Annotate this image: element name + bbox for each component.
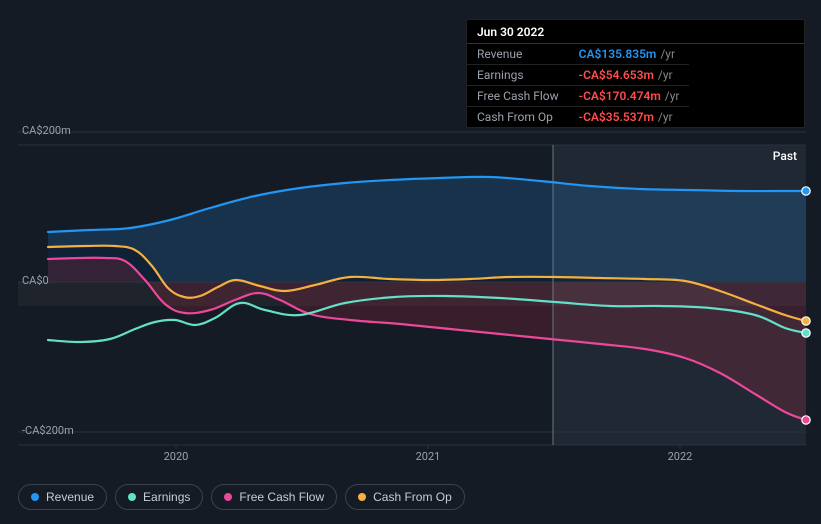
financials-chart: CA$200m CA$0 -CA$200m 2020 2021 2022 Pas… xyxy=(0,0,821,524)
legend-item-label: Cash From Op xyxy=(373,490,452,504)
x-tick-label: 2022 xyxy=(650,450,710,463)
legend-item-label: Free Cash Flow xyxy=(239,490,324,504)
chart-tooltip: Jun 30 2022 Revenue CA$135.835m/yr Earni… xyxy=(466,19,805,128)
series-end-earnings xyxy=(802,329,810,337)
legend-dot-icon xyxy=(31,493,39,501)
legend-item-cfo[interactable]: Cash From Op xyxy=(345,484,465,510)
tooltip-row-unit: /yr xyxy=(661,89,680,103)
tooltip-row-value: -CA$170.474m xyxy=(579,89,661,103)
legend-item-fcf[interactable]: Free Cash Flow xyxy=(211,484,337,510)
legend-dot-icon xyxy=(358,493,366,501)
tooltip-row-unit: /yr xyxy=(654,110,673,124)
tooltip-row-unit: /yr xyxy=(654,68,673,82)
y-tick-label: -CA$200m xyxy=(22,424,74,437)
legend-item-label: Revenue xyxy=(46,490,94,504)
series-end-fcf xyxy=(802,416,810,424)
legend-item-label: Earnings xyxy=(143,490,190,504)
tooltip-row-unit: /yr xyxy=(656,47,675,61)
tooltip-date: Jun 30 2022 xyxy=(467,20,804,44)
tooltip-row-value: -CA$35.537m xyxy=(579,110,654,124)
tooltip-row: Free Cash Flow -CA$170.474m/yr xyxy=(467,86,689,107)
x-tick-label: 2020 xyxy=(146,450,206,463)
tooltip-row-value: -CA$54.653m xyxy=(579,68,654,82)
past-label: Past xyxy=(773,149,797,163)
x-tick-label: 2021 xyxy=(398,450,458,463)
tooltip-row-label: Revenue xyxy=(467,44,569,65)
tooltip-row-label: Cash From Op xyxy=(467,107,569,128)
tooltip-row-label: Free Cash Flow xyxy=(467,86,569,107)
y-tick-label: CA$0 xyxy=(22,274,49,287)
legend-dot-icon xyxy=(224,493,232,501)
tooltip-table: Revenue CA$135.835m/yr Earnings -CA$54.6… xyxy=(467,44,689,127)
tooltip-row-value: CA$135.835m xyxy=(579,47,657,61)
tooltip-row: Cash From Op -CA$35.537m/yr xyxy=(467,107,689,128)
legend-item-revenue[interactable]: Revenue xyxy=(18,484,107,510)
y-tick-label: CA$200m xyxy=(22,124,71,137)
chart-legend: Revenue Earnings Free Cash Flow Cash Fro… xyxy=(18,484,465,510)
tooltip-row: Earnings -CA$54.653m/yr xyxy=(467,65,689,86)
series-end-revenue xyxy=(802,187,810,195)
legend-item-earnings[interactable]: Earnings xyxy=(115,484,203,510)
legend-dot-icon xyxy=(128,493,136,501)
tooltip-row: Revenue CA$135.835m/yr xyxy=(467,44,689,65)
series-end-cfo xyxy=(802,317,810,325)
tooltip-row-label: Earnings xyxy=(467,65,569,86)
